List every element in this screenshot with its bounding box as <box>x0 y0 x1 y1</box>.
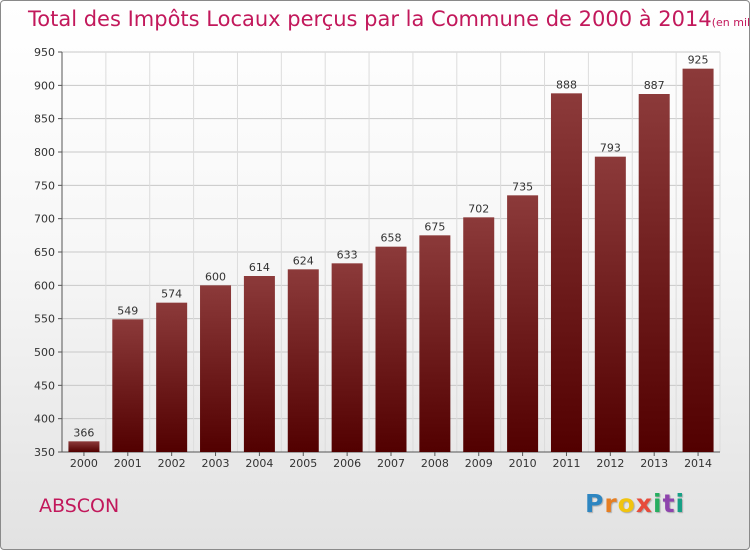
y-tick-label: 800 <box>34 146 55 159</box>
logo-letter: P <box>585 489 605 518</box>
y-tick-label: 600 <box>34 279 55 292</box>
y-tick-label: 950 <box>34 46 55 59</box>
x-tick-label: 2007 <box>377 457 405 470</box>
x-tick-label: 2006 <box>333 457 361 470</box>
y-tick-label: 750 <box>34 179 55 192</box>
y-tick-label: 900 <box>34 79 55 92</box>
data-label: 549 <box>117 304 138 317</box>
bar <box>287 269 319 452</box>
data-label: 633 <box>337 248 358 261</box>
logo-letter: o <box>617 489 636 518</box>
y-tick-label: 500 <box>34 346 55 359</box>
y-tick-label: 350 <box>34 446 55 459</box>
commune-name: ABSCON <box>39 495 120 517</box>
chart-title-main: Total des Impôts Locaux perçus par la Co… <box>28 7 712 31</box>
x-tick-label: 2014 <box>684 457 712 470</box>
data-label: 574 <box>161 288 182 301</box>
chart-title-unit: (en milliers d'€) <box>711 16 750 29</box>
bar <box>682 68 714 453</box>
bar <box>594 156 626 452</box>
data-label: 735 <box>512 180 533 193</box>
bar <box>331 263 363 452</box>
bar <box>200 285 232 452</box>
y-tick-label: 850 <box>34 113 55 126</box>
bar <box>419 235 451 452</box>
data-label: 600 <box>205 270 226 283</box>
y-tick-label: 450 <box>34 379 55 392</box>
bar <box>550 93 582 452</box>
x-tick-label: 2005 <box>289 457 317 470</box>
bar <box>68 441 100 452</box>
labels: 2000 366 2001 549 2002 574 2003 600 2004 614 2005 6… <box>70 54 712 470</box>
x-tick-label: 2008 <box>421 457 449 470</box>
bar <box>112 319 144 452</box>
data-label: 366 <box>73 426 94 439</box>
y-tick-label: 400 <box>34 413 55 426</box>
data-label: 925 <box>688 54 709 67</box>
data-label: 675 <box>424 220 445 233</box>
x-tick-label: 2004 <box>245 457 273 470</box>
x-tick-label: 2001 <box>114 457 142 470</box>
bar <box>463 217 495 452</box>
logo-letter: x <box>635 489 653 518</box>
y-tick-label: 650 <box>34 246 55 259</box>
bar <box>507 195 539 453</box>
bar <box>243 276 275 452</box>
bar <box>638 94 670 452</box>
x-tick-label: 2002 <box>158 457 186 470</box>
data-label: 793 <box>600 142 621 155</box>
x-tick-label: 2000 <box>70 457 98 470</box>
bar <box>156 302 188 452</box>
data-label: 624 <box>293 254 314 267</box>
x-tick-label: 2010 <box>509 457 537 470</box>
data-label: 888 <box>556 78 577 91</box>
x-tick-label: 2009 <box>465 457 493 470</box>
logo-letter: i <box>675 489 686 518</box>
x-tick-label: 2011 <box>552 457 580 470</box>
y-tick-label: 550 <box>34 313 55 326</box>
bars <box>68 68 714 453</box>
x-tick-label: 2012 <box>596 457 624 470</box>
data-label: 614 <box>249 261 270 274</box>
proxiti-logo: Proxiti <box>585 489 685 518</box>
logo-letter: t <box>662 489 676 518</box>
data-label: 887 <box>644 79 665 92</box>
y-tick-label: 700 <box>34 213 55 226</box>
data-label: 702 <box>468 202 489 215</box>
logo-letter: r <box>604 489 618 518</box>
x-tick-label: 2003 <box>202 457 230 470</box>
bar <box>375 246 407 452</box>
x-tick-label: 2013 <box>640 457 668 470</box>
data-label: 658 <box>381 232 402 245</box>
chart-title: Total des Impôts Locaux perçus par la Co… <box>28 7 750 31</box>
logo-letter: i <box>653 489 663 518</box>
